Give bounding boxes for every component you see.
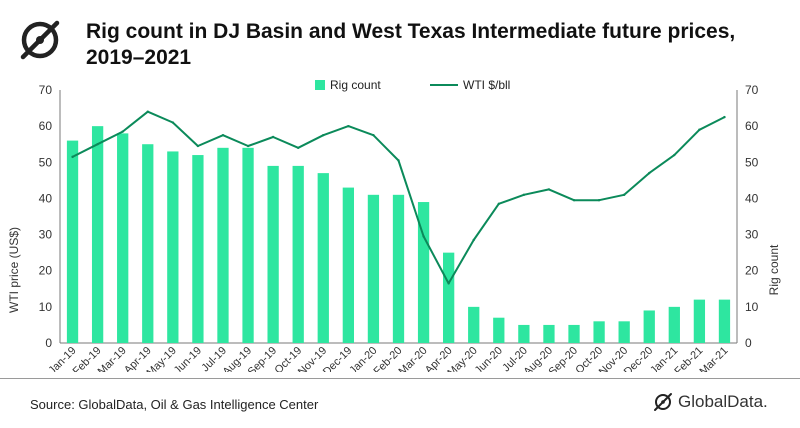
bar-rig-count [493,317,505,343]
point-wti [297,146,300,150]
y2-tick-label: 70 [745,83,759,97]
y-tick-label: 70 [39,83,53,97]
point-wti [322,133,325,137]
point-wti [597,199,601,202]
point-wti [547,188,551,191]
y-tick-label: 10 [39,300,53,314]
point-wti [171,121,175,124]
bar-rig-count [392,194,405,343]
brand: GlobalData. [652,391,768,413]
bar-rig-count [292,165,304,343]
y2-tick-label: 10 [745,300,759,314]
bar-rig-count [668,306,680,343]
x-tick-label: Jun-20 [473,345,505,372]
y-tick-label: 40 [39,191,53,205]
y2-tick-label: 40 [745,191,759,205]
y-tick-label: 0 [45,336,52,350]
legend-swatch-rig-count [315,80,325,90]
y2-axis-ticks: 0 10 20 30 40 50 60 70 [745,83,759,350]
point-wti [397,159,400,162]
bar-rig-count [66,140,79,343]
point-wti [698,128,701,131]
source-note: Source: GlobalData, Oil & Gas Intelligen… [30,397,319,412]
legend-label-rig-count: Rig count [330,78,381,92]
point-wti [96,143,99,146]
globaldata-small-logo-icon [654,393,672,411]
y2-tick-label: 60 [745,119,759,133]
point-wti [422,235,425,238]
brand-name: GlobalData. [678,392,768,411]
y-tick-label: 60 [39,119,53,133]
bar-rig-count [643,310,655,343]
point-wti [723,115,726,119]
y-tick-label: 20 [39,264,53,278]
point-wti [246,144,250,148]
y-tick-label: 50 [39,155,53,169]
bar-rig-count [167,151,179,343]
bar-rig-count [142,144,154,343]
bar-rig-count [192,155,204,343]
chart: Rig count WTI $/bll WTI price (US$) Rig … [7,78,781,372]
y2-tick-label: 20 [745,264,759,278]
x-tick-label: Jun-19 [172,345,204,372]
line-series [71,110,726,285]
bar-rig-count [543,324,555,343]
point-wti [522,193,526,197]
bar-rig-count [267,165,279,343]
point-wti [447,282,450,285]
point-wti [196,144,200,148]
point-wti [271,135,275,139]
y2-tick-label: 0 [745,336,752,350]
y-axis-label: WTI price (US$) [7,227,21,313]
bar-rig-count [593,321,605,343]
bar-rig-count [443,252,455,343]
point-wti [146,110,149,113]
bar-rig-count [317,173,329,343]
bar-rig-count [568,324,580,343]
y2-tick-label: 50 [745,155,759,169]
x-axis-ticks: Jan-19Feb-19Mar-19Apr-19May-19Jun-19Jul-… [46,345,730,372]
point-wti [121,130,124,133]
bar-rig-count [417,202,430,343]
legend-label-wti: WTI $/bll [463,78,510,92]
point-wti [622,193,626,197]
point-wti [572,199,576,202]
bar-rig-count [242,147,254,343]
bar-series [66,126,731,343]
page-title: Rig count in DJ Basin and West Texas Int… [86,20,736,69]
y2-tick-label: 30 [745,228,759,242]
point-wti [372,133,375,137]
bar-rig-count [117,133,129,343]
y2-axis-label: Rig count [767,244,781,295]
bar-rig-count [217,147,229,343]
y-axis-ticks: 0 10 20 30 40 50 60 70 [39,83,53,350]
bar-rig-count [618,321,630,343]
x-tick-label: Mar-21 [697,345,730,372]
bar-rig-count [342,187,354,343]
point-wti [71,155,74,159]
point-wti [472,238,475,242]
point-wti [347,124,350,128]
point-wti [673,153,676,157]
bar-rig-count [91,126,104,343]
point-wti [497,202,500,206]
y-tick-label: 30 [39,228,53,242]
footer-divider [0,378,800,379]
point-wti [221,133,225,137]
bar-rig-count [718,299,731,343]
chart-legend: Rig count WTI $/bll [315,78,510,92]
bar-rig-count [468,306,480,343]
bar-rig-count [693,299,706,343]
bar-rig-count [518,324,530,343]
point-wti [648,171,651,175]
globaldata-logo-icon [20,20,60,60]
bar-rig-count [367,194,380,343]
